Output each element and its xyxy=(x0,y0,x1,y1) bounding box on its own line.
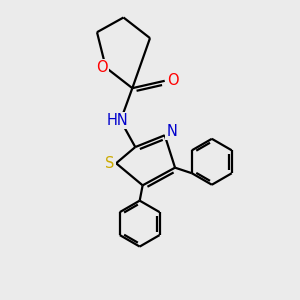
Text: O: O xyxy=(167,73,179,88)
Text: O: O xyxy=(97,60,108,75)
Text: HN: HN xyxy=(107,113,128,128)
Text: S: S xyxy=(105,156,114,171)
Text: N: N xyxy=(167,124,178,139)
